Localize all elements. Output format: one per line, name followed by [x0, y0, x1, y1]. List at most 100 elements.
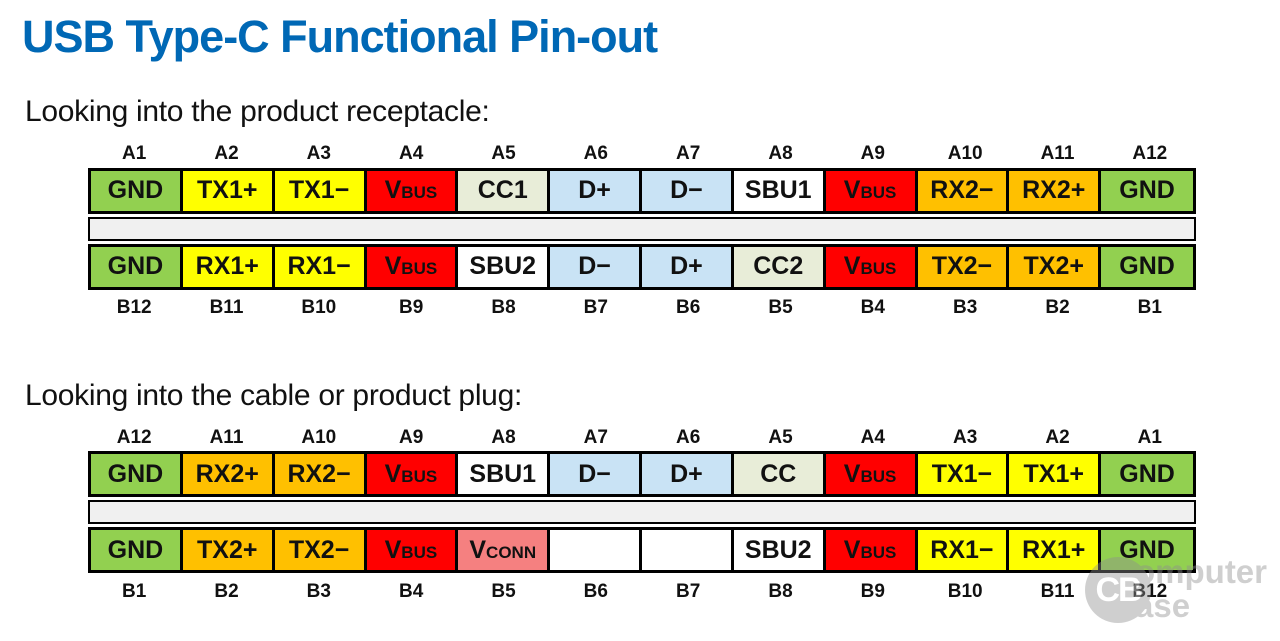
pin-cell: V BUS	[366, 246, 459, 287]
separator-band	[88, 216, 1196, 241]
pin-signal-label: RX1+	[195, 252, 259, 281]
pin-label: A4	[399, 143, 424, 165]
pin-signal-label: D−	[578, 252, 611, 281]
pin-signal-label: GND	[107, 535, 164, 564]
pin-cell: CC2	[733, 246, 826, 287]
pin-label: A7	[676, 143, 701, 165]
pin-cell: SBU2	[458, 246, 551, 287]
pin-cell: D−	[550, 454, 642, 495]
pin-signal-label: V	[384, 535, 402, 564]
pin-label: A3	[953, 426, 978, 448]
pin-label: A9	[399, 426, 424, 448]
pin-label: B2	[214, 580, 239, 602]
pin-signal-label: SBU1	[469, 459, 537, 488]
pin-signal-label: RX2−	[930, 176, 994, 205]
pin-label: A5	[768, 426, 793, 448]
pin-cell: V BUS	[825, 246, 918, 287]
pin-signal-label: SBU2	[744, 535, 812, 564]
pin-signal-label: V	[384, 459, 402, 488]
pin-signal-subscript: BUS	[860, 466, 897, 486]
pin-label: B5	[491, 580, 516, 602]
pin-label: B6	[676, 297, 701, 319]
pin-signal-label: D+	[670, 252, 703, 281]
pin-signal-label: TX2+	[197, 535, 258, 564]
section-heading-plug: Looking into the cable or product plug:	[25, 378, 522, 412]
pin-cell: SBU1	[458, 454, 551, 495]
pin-cell: D+	[642, 246, 734, 287]
pin-cell: TX2+	[182, 530, 275, 571]
pin-signal-label: RX1−	[930, 535, 994, 564]
pin-cell: SBU2	[733, 530, 826, 571]
pin-cell: RX1−	[274, 246, 367, 287]
pin-cell: CC	[733, 454, 826, 495]
pin-label: A2	[214, 143, 239, 165]
pin-label: A9	[860, 143, 885, 165]
pin-cell: V CONN	[458, 530, 551, 571]
pin-cell: RX2−	[274, 454, 367, 495]
pin-signal-label: RX1+	[1022, 535, 1086, 564]
pin-label: B7	[676, 580, 701, 602]
pin-signal-label: RX2+	[1022, 176, 1086, 205]
pin-cell: D+	[642, 454, 734, 495]
pin-label: B3	[953, 297, 978, 319]
pinout-table-plug: A12 A11 A10 A9 A8 A7 A6 A5 A4 A3 A2 A1 GND RX2+ RX2− V B…	[88, 424, 1196, 605]
pin-label: A12	[1132, 143, 1168, 165]
pin-signal-label: V	[384, 176, 402, 205]
pin-cell: TX2+	[1009, 246, 1102, 287]
pin-label: B11	[209, 297, 244, 319]
pin-cell: V BUS	[825, 530, 918, 571]
pin-signal-label: GND	[1119, 535, 1175, 564]
pin-signal-label: D+	[578, 176, 611, 205]
pin-signal-label: TX1−	[288, 176, 350, 205]
pin-cell: TX1+	[182, 170, 275, 211]
pin-signal-subscript: BUS	[860, 259, 897, 279]
pin-cell: GND	[1101, 170, 1193, 211]
pin-signal-label: V	[843, 252, 861, 281]
pin-cell: GND	[91, 530, 183, 571]
pin-label: B12	[116, 297, 152, 319]
pin-cell: GND	[91, 246, 183, 287]
pin-signal-label: GND	[107, 459, 164, 488]
pin-cell: D+	[550, 170, 642, 211]
pin-signal-subscript: CONN	[486, 542, 537, 562]
bottom-pin-row: GND TX2+ TX2− V BUS V CONN SBU2 V BUS RX1− RX1+ GND	[88, 527, 1196, 574]
top-pin-labels: A1 A2 A3 A4 A5 A6 A7 A8 A9 A10 A11 A12	[88, 141, 1196, 168]
pin-label: B7	[583, 297, 608, 319]
pin-label: B4	[860, 297, 885, 319]
pin-label: A12	[116, 426, 152, 448]
pin-label: B5	[768, 297, 793, 319]
pin-label: A1	[1137, 426, 1162, 448]
pin-label: A11	[209, 426, 244, 448]
bottom-pin-labels: B12 B11 B10 B9 B8 B7 B6 B5 B4 B3 B2 B1	[88, 295, 1196, 322]
pin-label: B6	[583, 580, 608, 602]
pin-label: A10	[301, 426, 337, 448]
pin-cell: RX1+	[1009, 530, 1102, 571]
pin-label: A3	[306, 143, 331, 165]
top-pin-row: GND TX1+ TX1− V BUS CC1 D+ D− SBU1 V BUS RX2− RX2+ GN…	[88, 167, 1196, 214]
pin-signal-label: TX2+	[1023, 252, 1084, 281]
pin-signal-label: SBU1	[744, 176, 812, 205]
pin-signal-label: TX1−	[931, 459, 993, 488]
pin-label: B9	[860, 580, 885, 602]
pinout-table-receptacle: A1 A2 A3 A4 A5 A6 A7 A8 A9 A10 A11 A12 GND TX1+ TX1− V B…	[88, 141, 1196, 322]
pin-signal-label: V	[843, 535, 861, 564]
pin-label: A7	[583, 426, 608, 448]
pin-signal-label: TX1+	[1023, 459, 1084, 488]
top-pin-labels: A12 A11 A10 A9 A8 A7 A6 A5 A4 A3 A2 A1	[88, 424, 1196, 451]
pin-label: B1	[1137, 297, 1162, 319]
pin-cell: GND	[1101, 454, 1193, 495]
pin-cell: RX2+	[1009, 170, 1102, 211]
pin-signal-label: GND	[1119, 459, 1175, 488]
pin-cell: GND	[1101, 530, 1193, 571]
pin-cell: TX2−	[917, 246, 1010, 287]
pin-cell: CC1	[458, 170, 551, 211]
pin-cell: TX1−	[917, 454, 1010, 495]
pin-label: B10	[947, 580, 983, 602]
top-pin-row: GND RX2+ RX2− V BUS SBU1 D− D+ CC V BUS TX1− TX1+ GND	[88, 451, 1196, 498]
pin-signal-label: V	[843, 176, 861, 205]
page-title: USB Type-C Functional Pin-out	[22, 11, 658, 62]
pin-label: B10	[301, 297, 337, 319]
pin-cell: TX2−	[274, 530, 367, 571]
pin-cell: V BUS	[366, 530, 459, 571]
pin-label: A4	[860, 426, 885, 448]
